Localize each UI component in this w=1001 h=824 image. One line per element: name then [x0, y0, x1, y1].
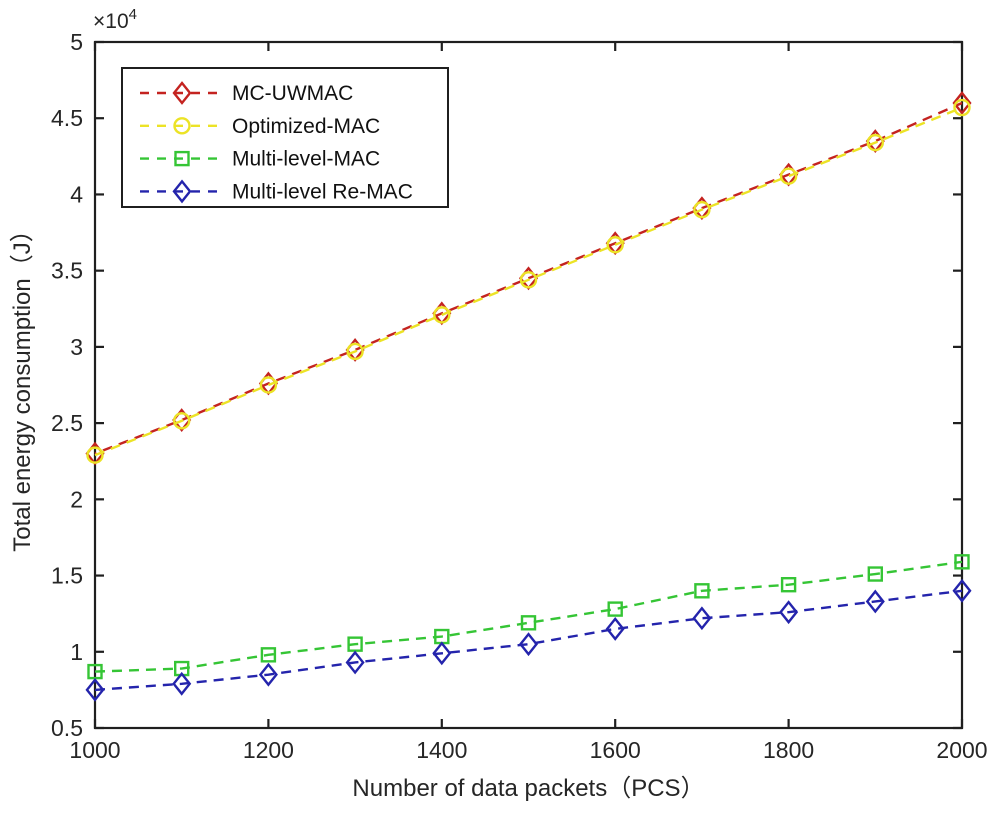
x-tick-label: 1200 — [243, 737, 294, 763]
series-marker-Optimized-MAC — [953, 98, 971, 117]
y-tick-label: 4 — [70, 181, 83, 207]
y-tick-label: 2.5 — [51, 410, 83, 436]
series-line-Multi-level Re-MAC — [94, 589, 963, 692]
legend-sample-marker-Optimized-MAC — [173, 117, 191, 135]
series-marker-Optimized-MAC — [259, 376, 278, 394]
series-marker-Multi-level Re-MAC — [779, 600, 799, 625]
legend-label-Multi-level Re-MAC: Multi-level Re-MAC — [232, 180, 413, 203]
y-tick-label: 5 — [70, 29, 83, 55]
legend-label-MC-UWMAC: MC-UWMAC — [232, 82, 353, 105]
series-marker-Multi-level-MAC — [520, 615, 537, 631]
y-tick-label: 3 — [70, 334, 83, 360]
series-marker-Multi-level Re-MAC — [692, 606, 712, 631]
series-marker-Optimized-MAC — [693, 200, 711, 219]
series-marker-Multi-level-MAC — [867, 566, 883, 582]
series-marker-Optimized-MAC — [779, 167, 798, 185]
x-axis-label: Number of data packets（PCS） — [352, 775, 704, 802]
series-marker-Optimized-MAC — [433, 306, 451, 324]
x-tick-label: 1400 — [416, 737, 467, 763]
series-marker-Optimized-MAC — [172, 412, 191, 430]
series-marker-Multi-level Re-MAC — [952, 578, 972, 603]
series-marker-Multi-level Re-MAC — [345, 650, 365, 675]
legend-sample-marker-Multi-level-MAC — [174, 150, 190, 167]
y-axis-exponent: ×104 — [93, 6, 137, 33]
series-marker-Multi-level Re-MAC — [432, 641, 452, 666]
series-marker-Multi-level-MAC — [260, 647, 277, 663]
x-tick-label: 1800 — [763, 737, 814, 763]
series-marker-Optimized-MAC — [519, 271, 538, 289]
y-tick-label: 2 — [70, 486, 83, 512]
legend-label-Optimized-MAC: Optimized-MAC — [232, 115, 380, 138]
series-line-Multi-level-MAC — [94, 560, 963, 673]
series-marker-Multi-level Re-MAC — [865, 589, 885, 614]
series-marker-Multi-level-MAC — [607, 601, 623, 617]
legend-label-Multi-level-MAC: Multi-level-MAC — [232, 148, 380, 171]
x-tick-label: 1000 — [69, 737, 120, 763]
series-marker-Multi-level-MAC — [694, 583, 710, 599]
series-marker-Multi-level Re-MAC — [605, 616, 625, 641]
y-tick-label: 4.5 — [51, 105, 83, 131]
series-marker-MC-UWMAC — [952, 91, 972, 115]
legend-sample-marker-Multi-level Re-MAC — [172, 179, 192, 204]
series-line-Optimized-MAC — [94, 106, 963, 457]
series-marker-Multi-level-MAC — [954, 554, 970, 570]
series-marker-Multi-level Re-MAC — [172, 671, 192, 696]
series-marker-Optimized-MAC — [346, 342, 364, 361]
y-tick-label: 1.5 — [51, 563, 83, 589]
series-line-MC-UWMAC — [94, 101, 963, 455]
series-marker-Multi-level Re-MAC — [258, 662, 278, 687]
series-marker-Multi-level Re-MAC — [85, 677, 105, 702]
series-marker-Multi-level Re-MAC — [518, 632, 539, 657]
series-marker-Optimized-MAC — [86, 446, 104, 464]
y-tick-label: 3.5 — [51, 258, 83, 284]
y-tick-label: 0.5 — [51, 715, 83, 741]
series-marker-Optimized-MAC — [606, 236, 624, 254]
series-marker-Optimized-MAC — [866, 133, 884, 152]
series-marker-Multi-level-MAC — [780, 577, 797, 593]
y-axis-label: Total energy consumption（J） — [9, 218, 36, 552]
x-tick-label: 1600 — [590, 737, 641, 763]
plot-box — [93, 40, 964, 730]
y-tick-label: 1 — [70, 639, 83, 665]
x-tick-label: 2000 — [936, 737, 987, 763]
legend-sample-marker-MC-UWMAC — [172, 81, 192, 105]
